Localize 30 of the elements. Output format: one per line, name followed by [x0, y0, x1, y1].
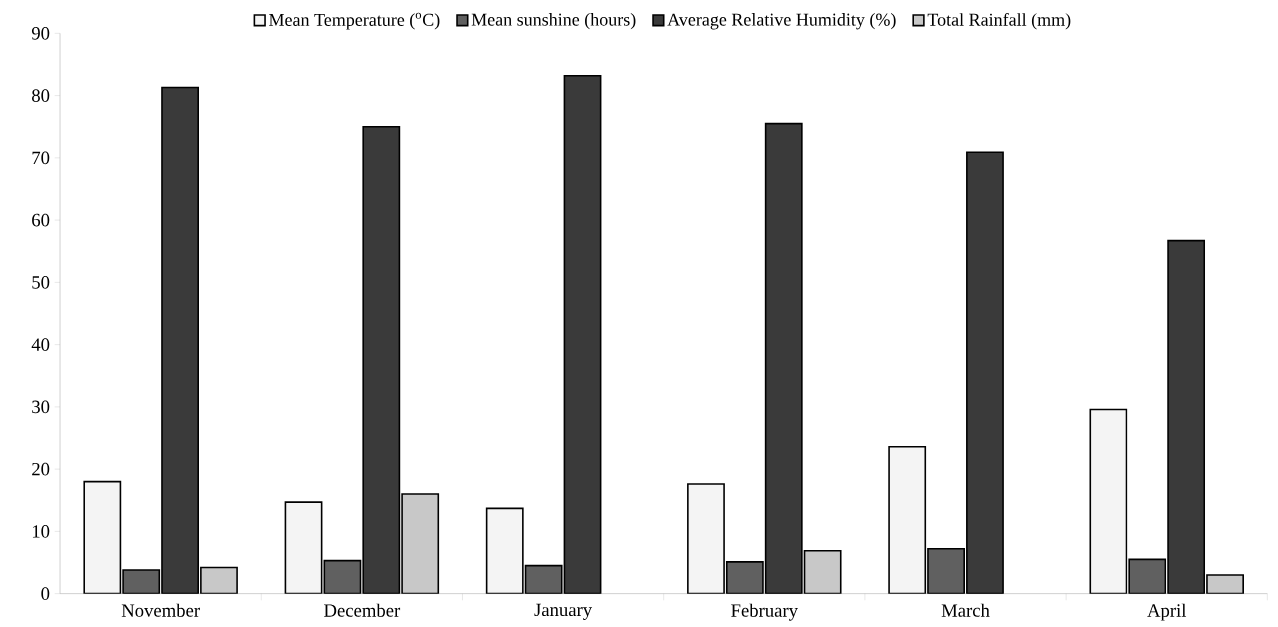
bar	[966, 151, 1004, 594]
bar	[764, 122, 803, 594]
legend-label: Total Rainfall (mm)	[927, 12, 1071, 30]
y-tick-label: 60	[32, 213, 50, 227]
bar	[362, 125, 401, 594]
y-tick-label: 90	[31, 27, 50, 40]
y-tick-label: 0	[41, 587, 50, 600]
x-tick-label: March	[941, 603, 990, 617]
x-tick-label: January	[534, 603, 593, 620]
legend-label: Mean Temperature ($^{o}$C)	[269, 12, 440, 30]
y-tick-label: 40	[31, 338, 50, 351]
legend-label: Average Relative Humidity (%)	[667, 13, 896, 30]
y-tick-label: 10	[32, 525, 50, 538]
bar	[161, 86, 199, 594]
legend-label: Mean sunshine (hours)	[471, 13, 636, 30]
y-tick-label: 70	[32, 151, 50, 165]
bar	[803, 549, 842, 594]
x-tick-label: November	[121, 603, 200, 617]
bar	[401, 493, 440, 594]
y-tick-label: 80	[32, 89, 50, 102]
x-tick-label: April	[1147, 603, 1187, 621]
bar	[1167, 239, 1206, 594]
x-tick-label: February	[731, 603, 798, 621]
bar	[284, 501, 323, 594]
x-tick-label: December	[324, 603, 401, 617]
y-tick-label: 30	[32, 400, 50, 414]
bar	[200, 566, 238, 594]
y-tick-label: 20	[32, 462, 50, 476]
y-tick-label: 50	[32, 276, 50, 289]
bar	[563, 74, 602, 594]
